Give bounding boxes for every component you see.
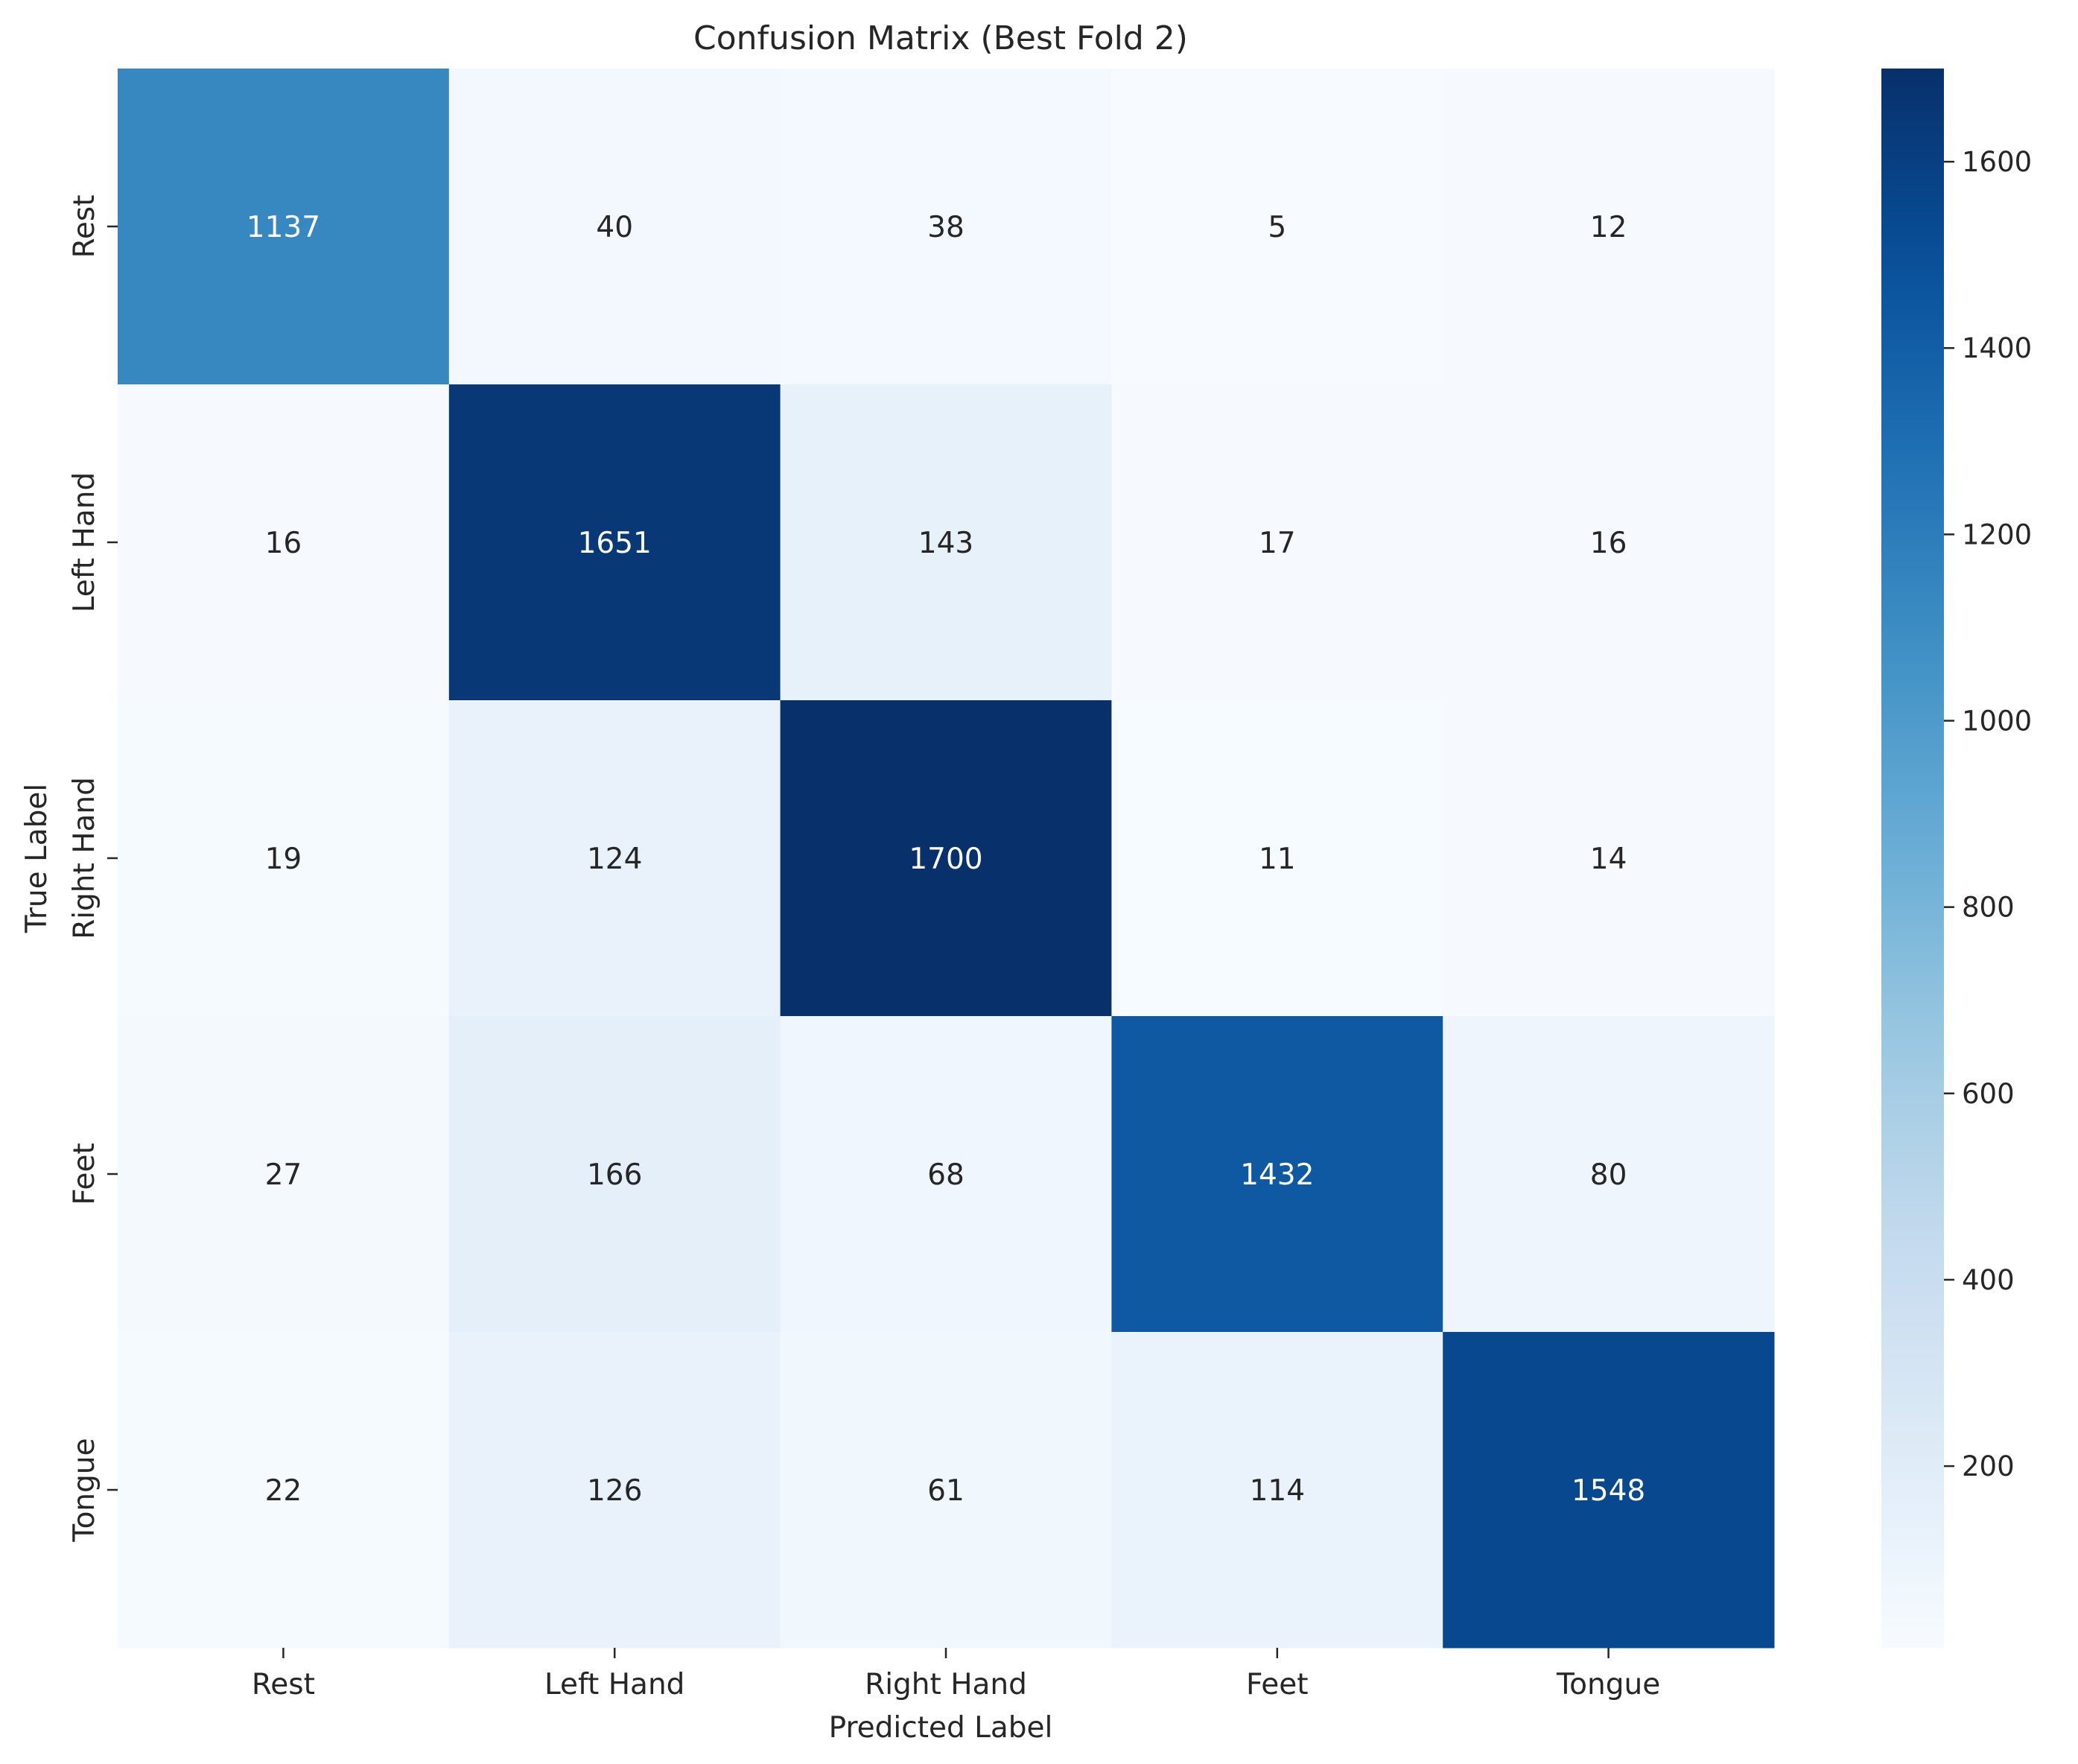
chart-title: Confusion Matrix (Best Fold 2) — [693, 19, 1188, 57]
cell-value-r4-c1: 126 — [587, 1474, 642, 1508]
heatmap-cell-r2-c2 — [780, 700, 1112, 1017]
y-tick-label: Rest — [68, 195, 101, 258]
cell-value-r1-c3: 17 — [1259, 527, 1296, 560]
cell-value-r4-c2: 61 — [927, 1474, 965, 1508]
colorbar-tick-label: 400 — [1962, 1264, 2015, 1296]
heatmap-cell-r0-c2 — [780, 69, 1112, 385]
colorbar-tick-label: 1600 — [1962, 146, 2032, 178]
x-axis-label: Predicted Label — [829, 1711, 1053, 1745]
heatmap-cell-r0-c1 — [448, 69, 781, 385]
cell-value-r3-c0: 27 — [265, 1158, 302, 1192]
y-tick-label: Right Hand — [68, 777, 101, 939]
colorbar-tick-label: 200 — [1962, 1450, 2015, 1482]
cell-value-r3-c3: 1432 — [1240, 1158, 1314, 1192]
cell-value-r3-c1: 166 — [587, 1158, 642, 1192]
cell-value-r3-c4: 80 — [1590, 1158, 1627, 1192]
heatmap-cell-r0-c0 — [118, 69, 450, 385]
x-tick-label: Rest — [252, 1668, 315, 1701]
heatmap-cell-r4-c4 — [1443, 1332, 1775, 1649]
cell-value-r1-c1: 1651 — [578, 527, 652, 560]
heatmap-cell-r1-c2 — [780, 384, 1112, 701]
x-tick-label: Tongue — [1556, 1668, 1660, 1701]
cell-value-r0-c0: 1137 — [247, 211, 320, 244]
cell-value-r0-c2: 38 — [927, 211, 965, 244]
y-axis-ticks: Rest Left Hand Right Hand Feet Tongue — [68, 195, 118, 1543]
y-tick-label: Tongue — [68, 1438, 101, 1542]
heatmap-cell-r1-c1 — [448, 384, 781, 701]
heatmap-cell-r3-c0 — [118, 1016, 450, 1333]
heatmap-cell-r4-c0 — [118, 1332, 450, 1649]
cell-value-r1-c2: 143 — [918, 527, 973, 560]
cell-value-r0-c1: 40 — [596, 211, 633, 244]
heatmap-cell-labels: 1137 40 38 5 12 16 1651 143 17 16 19 124 1700 11 14 27 1… — [247, 211, 1645, 1508]
cell-value-r2-c0: 19 — [265, 843, 302, 876]
heatmap-cells — [118, 69, 1775, 1649]
heatmap-cell-r0-c4 — [1443, 69, 1775, 385]
heatmap-cell-r2-c4 — [1443, 700, 1775, 1017]
cell-value-r1-c0: 16 — [265, 527, 302, 560]
heatmap-cell-r4-c1 — [448, 1332, 781, 1649]
heatmap-cell-r0-c3 — [1111, 69, 1443, 385]
heatmap-cell-r1-c4 — [1443, 384, 1775, 701]
colorbar-tick-label: 800 — [1962, 892, 2015, 924]
heatmap-cell-r3-c4 — [1443, 1016, 1775, 1333]
x-tick-label: Feet — [1246, 1668, 1309, 1701]
colorbar-tick-label: 1400 — [1962, 332, 2032, 364]
cell-value-r1-c4: 16 — [1590, 527, 1627, 560]
cell-value-r4-c3: 114 — [1250, 1474, 1305, 1508]
cell-value-r2-c3: 11 — [1259, 843, 1296, 876]
x-tick-label: Left Hand — [544, 1668, 684, 1701]
heatmap-cell-r1-c3 — [1111, 384, 1443, 701]
heatmap-cell-r4-c2 — [780, 1332, 1112, 1649]
cell-value-r0-c4: 12 — [1590, 211, 1627, 244]
heatmap-cell-r2-c1 — [448, 700, 781, 1017]
heatmap-cell-r3-c3 — [1111, 1016, 1443, 1333]
y-tick-label: Left Hand — [68, 472, 101, 612]
cell-value-r3-c2: 68 — [927, 1158, 965, 1192]
colorbar-tick-label: 600 — [1962, 1078, 2015, 1110]
heatmap-cell-r3-c1 — [448, 1016, 781, 1333]
heatmap-cell-r3-c2 — [780, 1016, 1112, 1333]
colorbar-tick-label: 1000 — [1962, 705, 2032, 737]
cell-value-r2-c1: 124 — [587, 843, 642, 876]
cell-value-r2-c4: 14 — [1590, 843, 1627, 876]
colorbar-gradient — [1881, 69, 1944, 1648]
colorbar: 200 400 600 800 1000 1200 1400 1600 — [1881, 69, 2032, 1648]
x-tick-label: Right Hand — [865, 1668, 1027, 1701]
x-axis-ticks: Rest Left Hand Right Hand Feet Tongue — [252, 1648, 1660, 1701]
heatmap-cell-r1-c0 — [118, 384, 450, 701]
heatmap-cell-r2-c3 — [1111, 700, 1443, 1017]
heatmap-cell-r4-c3 — [1111, 1332, 1443, 1649]
cell-value-r0-c3: 5 — [1268, 211, 1286, 244]
colorbar-tick-label: 1200 — [1962, 518, 2032, 551]
y-tick-label: Feet — [68, 1143, 101, 1205]
colorbar-ticks: 200 400 600 800 1000 1200 1400 1600 — [1944, 146, 2032, 1482]
heatmap-cell-r2-c0 — [118, 700, 450, 1017]
cell-value-r4-c0: 22 — [265, 1474, 302, 1508]
cell-value-r2-c2: 1700 — [909, 843, 982, 876]
cell-value-r4-c4: 1548 — [1572, 1474, 1645, 1508]
y-axis-label: True Label — [20, 784, 54, 933]
